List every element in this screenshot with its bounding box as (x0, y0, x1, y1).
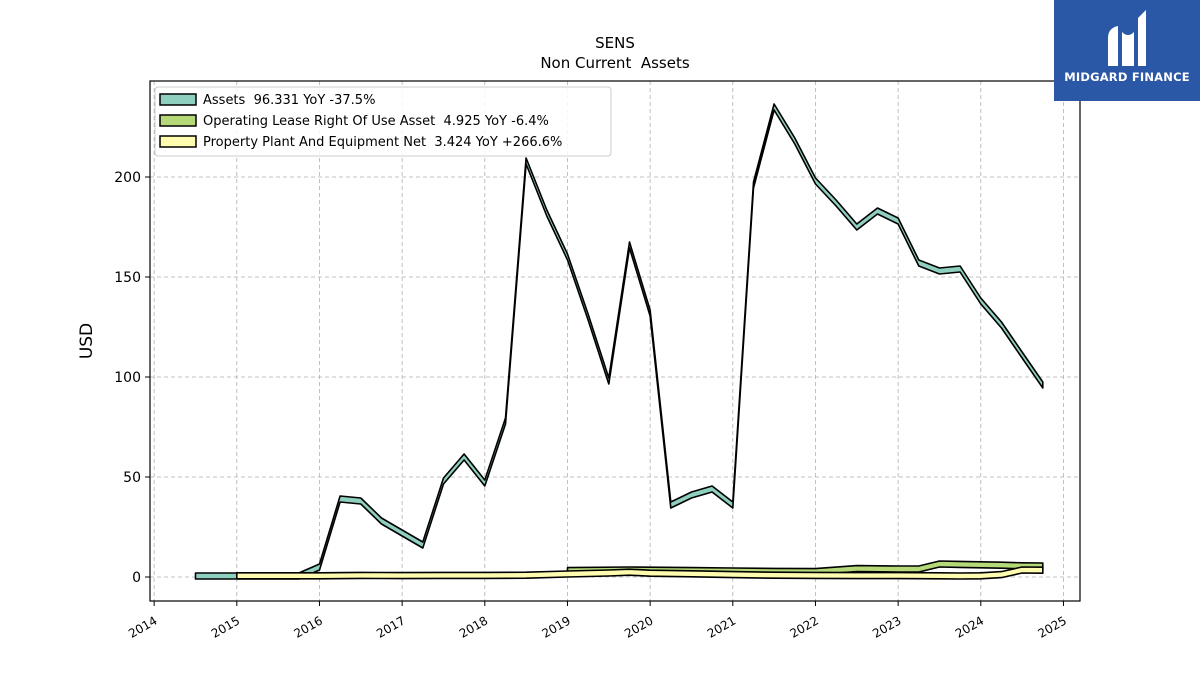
chart-subtitle: Non Current Assets (540, 54, 690, 72)
y-axis-label: USD (77, 323, 97, 359)
legend-swatch-operating-lease (159, 114, 197, 127)
chart-title: SENS (595, 34, 635, 52)
legend: Assets 96.331 YoY -37.5% Operating Lease… (154, 86, 612, 157)
series-layer (194, 103, 1044, 580)
x-tick-label: 2015 (209, 613, 242, 640)
legend-swatch-ppe (159, 135, 197, 148)
y-tick-label: 200 (114, 170, 141, 186)
x-tick-label: 2025 (1036, 613, 1069, 640)
x-tick-label: 2018 (457, 613, 490, 640)
x-tick-label: 2017 (374, 613, 407, 640)
x-tick-label: 2014 (126, 613, 159, 640)
x-tick-label: 2021 (705, 613, 738, 640)
x-tick-label: 2019 (540, 613, 573, 640)
midgard-logo-icon (1108, 10, 1146, 66)
legend-label-ppe: Property Plant And Equipment Net 3.424 Y… (203, 135, 562, 150)
legend-label-operating-lease: Operating Lease Right Of Use Asset 4.925… (203, 114, 549, 129)
y-tick-label: 100 (114, 370, 141, 386)
x-tick-label: 2020 (622, 613, 655, 640)
grid (150, 81, 1080, 601)
series-band-assets (194, 103, 1044, 580)
x-tick-label: 2016 (292, 613, 325, 640)
legend-frame (154, 86, 612, 157)
brand-name: MIDGARD FINANCE (1064, 70, 1190, 84)
brand-logo: MIDGARD FINANCE (1054, 0, 1200, 101)
y-tick-label: 50 (123, 470, 141, 486)
series-band-ppe (236, 566, 1044, 580)
legend-label-assets: Assets 96.331 YoY -37.5% (203, 93, 375, 108)
plot-frame (149, 80, 1081, 602)
y-tick-label: 0 (132, 570, 141, 586)
x-tick-label: 2022 (788, 613, 821, 640)
x-tick-label: 2023 (870, 613, 903, 640)
legend-swatch-assets (159, 93, 197, 106)
x-tick-label: 2024 (953, 613, 986, 640)
y-tick-label: 150 (114, 270, 141, 286)
